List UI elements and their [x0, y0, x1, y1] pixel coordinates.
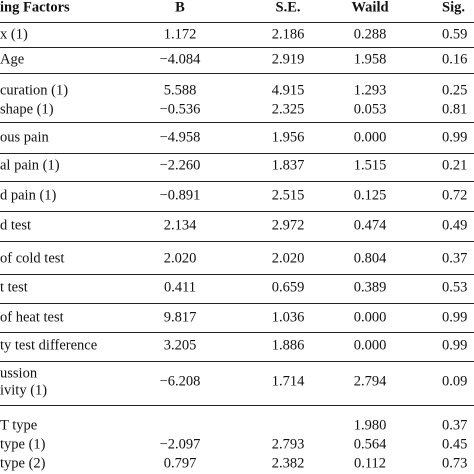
row-label: curation (1) — [0, 82, 69, 99]
cell-value: 2.919 — [271, 51, 305, 68]
cell-value: 0.99 — [442, 129, 468, 146]
row-divider — [0, 73, 474, 74]
cell-value: −2.097 — [159, 436, 201, 453]
row-label: x (1) — [0, 26, 28, 43]
column-header: B — [175, 0, 185, 16]
cell-value: 0.59 — [442, 26, 468, 43]
cell-value: 0.564 — [353, 436, 387, 453]
cell-value: 1.172 — [163, 26, 197, 43]
cell-value: 5.588 — [163, 82, 197, 99]
cell-value: 1.958 — [353, 51, 387, 68]
row-label: ty test difference — [0, 337, 98, 354]
cell-value: 2.972 — [271, 217, 305, 234]
row-divider — [0, 181, 474, 182]
row-divider — [0, 211, 474, 212]
cell-value: 2.134 — [163, 217, 197, 234]
row-label: ivity (1) — [0, 382, 48, 398]
row-divider — [0, 332, 474, 333]
row-label: ous pain — [0, 129, 49, 146]
cell-value: 1.837 — [271, 157, 305, 174]
cell-value: 0.16 — [442, 51, 468, 68]
column-header: Waild — [351, 0, 389, 16]
cell-value: 0.37 — [442, 250, 468, 267]
cell-value: 0.125 — [353, 187, 387, 204]
cell-value: 0.000 — [353, 129, 387, 146]
cell-value: 2.020 — [271, 250, 305, 267]
cell-value: −4.958 — [159, 129, 201, 146]
cell-value: −0.536 — [159, 101, 201, 118]
cell-value: 1.714 — [271, 373, 305, 390]
cell-value: 0.000 — [353, 337, 387, 354]
row-label: type (2) — [0, 455, 46, 472]
cell-value: 0.37 — [442, 417, 468, 434]
row-label: shape (1) — [0, 101, 54, 118]
cell-value: 2.515 — [271, 187, 305, 204]
column-header: S.E. — [275, 0, 301, 16]
cell-value: 3.205 — [163, 337, 197, 354]
cell-value: 0.09 — [442, 373, 468, 390]
column-header: Sig. — [442, 0, 465, 16]
cell-value: 0.474 — [353, 217, 387, 234]
row-divider — [0, 241, 474, 242]
cell-value: 2.020 — [163, 250, 197, 267]
cell-value: 0.45 — [442, 436, 468, 453]
cell-value: 0.25 — [442, 82, 468, 99]
cell-value: 0.797 — [163, 455, 197, 472]
cell-value: −0.891 — [159, 187, 201, 204]
cell-value: 0.72 — [442, 187, 468, 204]
row-label: d test — [0, 217, 32, 234]
cell-value: 0.99 — [442, 309, 468, 326]
row-divider — [0, 361, 474, 362]
cell-value: 1.036 — [271, 309, 305, 326]
row-divider — [0, 47, 474, 48]
cell-value: 0.73 — [442, 455, 468, 472]
row-label: of cold test — [0, 250, 65, 267]
cell-value: 2.382 — [271, 455, 305, 472]
row-label: of heat test — [0, 309, 64, 326]
cell-value: 2.325 — [271, 101, 305, 118]
row-divider — [0, 303, 474, 304]
cell-value: 0.389 — [353, 279, 387, 296]
column-header: ing Factors — [0, 0, 70, 16]
cell-value: 0.288 — [353, 26, 387, 43]
cell-value: 2.794 — [353, 373, 387, 390]
row-label: ussion — [0, 365, 38, 381]
row-divider — [0, 122, 474, 123]
cell-value: 2.186 — [271, 26, 305, 43]
cell-value: −6.208 — [159, 373, 201, 390]
row-divider — [0, 22, 474, 23]
cell-value: 0.49 — [442, 217, 468, 234]
row-label: type (1) — [0, 436, 46, 453]
cell-value: 0.000 — [353, 309, 387, 326]
row-divider — [0, 405, 474, 406]
row-label: t test — [0, 279, 28, 296]
cell-value: 1.293 — [353, 82, 387, 99]
cell-value: 1.886 — [271, 337, 305, 354]
cell-value: 0.112 — [353, 455, 387, 472]
cell-value: −4.084 — [159, 51, 201, 68]
cell-value: 0.659 — [271, 279, 305, 296]
cell-value: 1.980 — [353, 417, 387, 434]
cell-value: 1.515 — [353, 157, 387, 174]
cell-value: 0.21 — [442, 157, 468, 174]
row-label: d pain (1) — [0, 187, 57, 204]
row-label: Age — [0, 51, 25, 68]
cell-value: −2.260 — [159, 157, 201, 174]
cell-value: 1.956 — [271, 129, 305, 146]
cell-value: 0.053 — [353, 101, 387, 118]
cell-value: 0.81 — [442, 101, 468, 118]
row-divider — [0, 274, 474, 275]
row-label: al pain (1) — [0, 157, 60, 174]
cell-value: 2.793 — [271, 436, 305, 453]
cell-value: 9.817 — [163, 309, 197, 326]
row-divider — [0, 153, 474, 154]
row-label: T type — [0, 417, 38, 434]
cell-value: 0.53 — [442, 279, 468, 296]
cell-value: 4.915 — [271, 82, 305, 99]
cell-value: 0.411 — [163, 279, 197, 296]
cell-value: 0.804 — [353, 250, 387, 267]
cell-value: 0.99 — [442, 337, 468, 354]
